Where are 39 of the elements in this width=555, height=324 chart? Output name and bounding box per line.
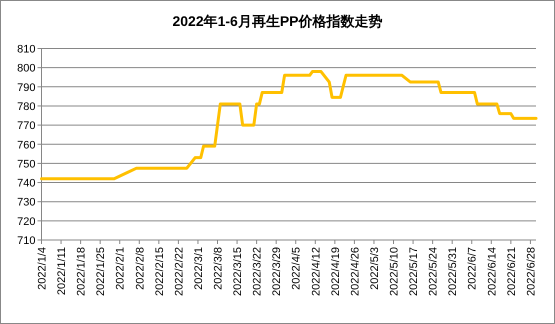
x-tick-label: 2022/3/8 [212, 247, 225, 290]
x-tick-label: 2022/3/1 [192, 247, 205, 290]
y-tick-label: 750 [17, 158, 36, 170]
x-tick-label: 2022/1/18 [76, 247, 88, 296]
y-tick-label: 810 [17, 44, 36, 56]
x-tick-label: 2022/4/26 [349, 247, 362, 296]
y-tick-label: 780 [17, 100, 36, 113]
y-tick-label: 730 [17, 196, 36, 209]
x-tick-label: 2022/2/22 [173, 247, 186, 296]
x-tick-label: 2022/1/4 [36, 247, 48, 290]
x-tick-label: 2022/3/15 [232, 247, 244, 296]
y-tick-label: 800 [17, 62, 36, 75]
y-tick-label: 710 [17, 235, 36, 247]
x-tick-label: 2022/3/22 [252, 247, 264, 296]
y-tick-label: 770 [17, 120, 36, 132]
x-tick-label: 2022/4/19 [330, 247, 342, 296]
x-tick-label: 2022/5/31 [447, 247, 460, 296]
x-tick-label: 2022/6/14 [486, 247, 498, 296]
x-tick-label: 2022/2/15 [154, 247, 166, 296]
x-tick-label: 2022/6/21 [506, 247, 518, 296]
x-tick-label: 2022/1/11 [56, 247, 68, 296]
x-tick-label: 2022/5/24 [428, 247, 440, 296]
x-tick-label: 2022/2/1 [114, 247, 127, 290]
x-tick-label: 2022/4/5 [290, 247, 303, 290]
x-tick-label: 2022/6/28 [525, 247, 538, 296]
y-tick-label: 760 [17, 139, 36, 152]
y-tick-label: 740 [17, 178, 36, 190]
x-tick-label: 2022/5/3 [368, 247, 381, 290]
x-tick-label: 2022/1/25 [95, 247, 108, 296]
x-tick-label: 2022/5/10 [388, 247, 401, 296]
y-tick-label: 790 [17, 82, 36, 94]
line-series [40, 70, 538, 180]
chart-title: 2022年1-6月再生PP价格指数走势 [172, 13, 383, 29]
x-tick-label: 2022/4/12 [310, 247, 322, 296]
x-tick-label: 2022/5/17 [408, 247, 420, 296]
y-tick-label: 720 [17, 216, 36, 228]
x-tick-label: 2022/2/8 [134, 247, 146, 290]
x-tick-label: 2022/6/7 [466, 247, 479, 290]
x-tick-label: 2022/3/29 [271, 247, 284, 296]
